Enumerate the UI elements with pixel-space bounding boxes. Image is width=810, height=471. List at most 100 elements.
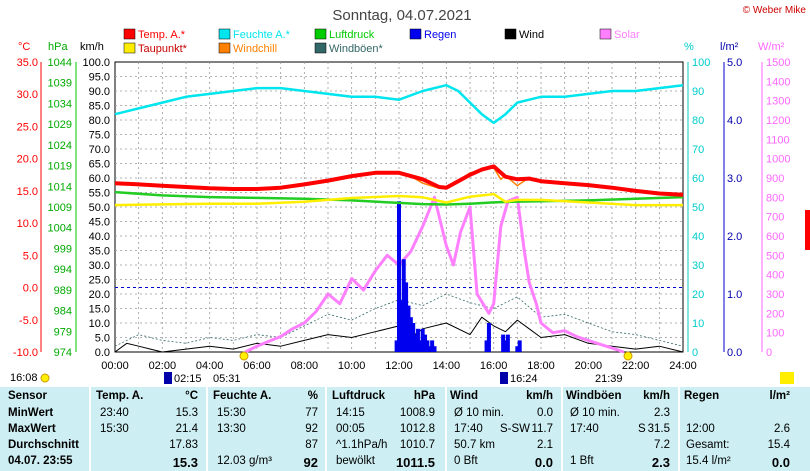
tick-label-hpa: 979 <box>54 326 72 338</box>
tick-label-hpa: 999 <box>54 243 72 255</box>
tick-label-solar: 900 <box>766 173 784 185</box>
axis-unit-kmh: km/h <box>80 41 104 53</box>
tick-label-pct: 80 <box>692 115 704 127</box>
tick-label-x: 06:00 <box>243 360 271 372</box>
rain-bar <box>503 340 508 352</box>
tick-label-kmh: 75.0 <box>89 130 110 142</box>
rain-bar <box>418 340 423 352</box>
table-cell: 2.6 <box>774 423 790 435</box>
tick-label-kmh: 30.0 <box>89 260 110 272</box>
rain-bar <box>408 317 413 352</box>
table-cell: 1012.8 <box>399 423 435 435</box>
table-cell: 0 Bft <box>454 455 478 467</box>
table-header: hPa <box>413 390 435 402</box>
tick-label-pct: 30 <box>692 260 704 272</box>
time-label-sunrise: 05:31 <box>213 373 241 385</box>
table-cell: 7.2 <box>654 439 670 451</box>
tick-label-solar: 400 <box>766 270 784 282</box>
table-cell: 92 <box>305 423 318 435</box>
table-header: l/m² <box>769 390 790 402</box>
table-row-label: MaxWert <box>8 423 56 435</box>
tick-label-solar: 1500 <box>766 57 790 69</box>
table-cell: 1008.9 <box>399 407 435 419</box>
edge-temp-fragment <box>805 210 810 250</box>
legend-label: Wind <box>519 29 544 41</box>
chart-title: Sonntag, 04.07.2021 <box>332 7 471 24</box>
sun-icon <box>40 373 50 383</box>
table-cell: Gesamt: <box>686 439 730 451</box>
tick-label-hpa: 1034 <box>48 98 72 110</box>
axis-unit-pct: % <box>684 41 694 53</box>
rain-bar <box>486 323 491 352</box>
tick-label-pct: 50 <box>692 202 704 214</box>
table-cell: 15:30 <box>217 407 246 419</box>
tick-label-hpa: 1039 <box>48 78 72 90</box>
tick-label-solar: 1000 <box>766 154 790 166</box>
legend-swatch <box>123 42 136 54</box>
table-header: Temp. A. <box>96 390 144 402</box>
tick-label-temp: 35.0 <box>17 57 38 69</box>
table-cell: 1 Bft <box>570 455 594 467</box>
table-cell: 50.7 km <box>454 439 495 451</box>
tick-label-kmh: 100.0 <box>82 57 110 69</box>
tick-label-solar: 100 <box>766 328 784 340</box>
table-cell: 23:40 <box>100 407 129 419</box>
tick-label-kmh: 90.0 <box>89 86 110 98</box>
tick-label-temp: 10.0 <box>17 218 38 230</box>
time-label-marker-a: 02:15 <box>174 373 202 385</box>
rain-bar <box>404 282 409 352</box>
legend-swatch <box>409 28 422 40</box>
rain-bar <box>425 340 430 352</box>
sunset-icon <box>623 351 633 361</box>
tick-label-kmh: 35.0 <box>89 246 110 258</box>
tick-label-kmh: 20.0 <box>89 289 110 301</box>
tick-label-x: 18:00 <box>527 360 555 372</box>
tick-label-solar: 200 <box>766 308 784 320</box>
legend-swatch <box>314 42 327 54</box>
tick-label-solar: 800 <box>766 192 784 204</box>
table-cell: 1011.5 <box>395 455 435 470</box>
tick-label-pct: 60 <box>692 173 704 185</box>
tick-label-hpa: 989 <box>54 285 72 297</box>
tick-label-x: 08:00 <box>291 360 319 372</box>
tick-label-temp: 15.0 <box>17 186 38 198</box>
table-cell: 15.3 <box>172 455 198 470</box>
rain-bar <box>430 340 435 352</box>
tick-label-pct: 0 <box>692 347 698 359</box>
table-cell: 15.4 l/m² <box>686 455 731 467</box>
tick-label-hpa: 994 <box>54 264 72 276</box>
table-cell: 17.83 <box>169 439 198 451</box>
legend-swatch <box>599 28 612 40</box>
tick-label-kmh: 40.0 <box>89 231 110 243</box>
time-label-left: 16:08 <box>10 372 38 384</box>
table-cell: S-SW <box>500 423 531 435</box>
tick-label-x: 14:00 <box>433 360 461 372</box>
tick-label-hpa: 1014 <box>48 181 72 193</box>
tick-label-kmh: 10.0 <box>89 318 110 330</box>
table-column-separator <box>325 387 327 471</box>
tick-label-kmh: 25.0 <box>89 275 110 287</box>
table-header: Windböen <box>566 390 622 402</box>
series <box>114 83 684 354</box>
rain-bar <box>423 334 428 352</box>
tick-label-temp: -10.0 <box>13 347 38 359</box>
table-cell: 00:05 <box>336 423 365 435</box>
table-cell: 17:40 <box>454 423 483 435</box>
rain-bar <box>406 305 411 352</box>
tick-label-rain: 0.0 <box>727 347 742 359</box>
tick-label-solar: 1100 <box>766 134 790 146</box>
tick-label-solar: 0 <box>766 347 772 359</box>
table-cell: 12:00 <box>686 423 715 435</box>
table-header: km/h <box>643 390 670 402</box>
rain-bar <box>397 201 401 352</box>
legend-swatch <box>314 28 327 40</box>
tick-label-solar: 600 <box>766 231 784 243</box>
moon-icon <box>500 372 508 384</box>
tick-label-hpa: 1044 <box>48 57 72 69</box>
table-cell: 14:15 <box>336 407 365 419</box>
tick-label-rain: 4.0 <box>727 115 742 127</box>
tick-label-x: 04:00 <box>196 360 224 372</box>
tick-label-hpa: 1009 <box>48 202 72 214</box>
table-cell: 21.4 <box>175 423 198 435</box>
table-cell: 2.1 <box>537 439 553 451</box>
